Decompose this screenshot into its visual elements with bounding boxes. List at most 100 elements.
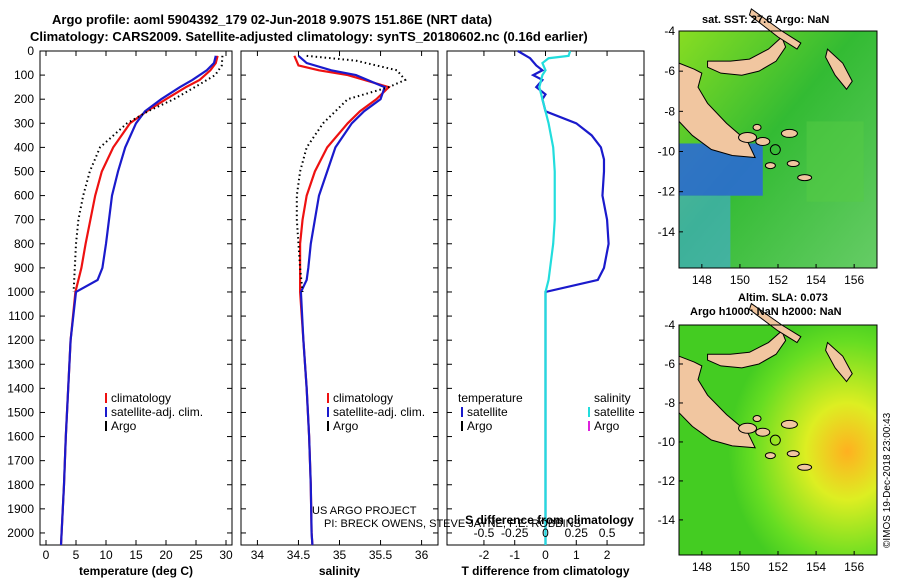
map-x-tick-label: 150 — [730, 560, 750, 574]
map-bottom-title1: Altim. SLA: 0.073 — [738, 292, 828, 304]
legend-title: temperature — [458, 391, 523, 405]
x-axis-label: temperature (deg C) — [79, 564, 193, 578]
y-tick-label: 600 — [14, 189, 34, 203]
island — [797, 174, 813, 182]
map-y-tick-label: -14 — [658, 513, 676, 527]
y-tick-label: 1700 — [7, 454, 34, 468]
plot-frame — [240, 50, 439, 546]
top-tick-label: 0 — [542, 526, 549, 540]
difference-panel: -2 -1 0 1 2 T difference from climatology temp… — [446, 50, 645, 578]
map-y-tick-label: -12 — [658, 474, 676, 488]
x-tick-label: 34 — [251, 548, 265, 562]
island — [786, 160, 800, 168]
y-tick-label: 800 — [14, 237, 34, 251]
temperature-panel: 0100200300400500600700800900100011001200… — [7, 44, 233, 578]
island — [738, 422, 758, 434]
x-tick-label: -2 — [479, 548, 490, 562]
y-tick-label: 0 — [27, 44, 34, 58]
land-bougainville — [825, 341, 853, 383]
land-new-britain — [707, 330, 787, 369]
x-axis-label: salinity — [319, 564, 361, 578]
island — [752, 123, 762, 131]
legend-label: Argo — [467, 419, 493, 433]
x-tick-label: 35.5 — [369, 548, 393, 562]
y-tick-label: 1800 — [7, 478, 34, 492]
cool-patch — [679, 195, 731, 268]
island — [755, 136, 771, 146]
map-x-tick-label: 150 — [730, 273, 750, 287]
legend-title: salinity — [594, 391, 631, 405]
y-tick-label: 1000 — [7, 285, 34, 299]
legend-label: Argo — [333, 419, 359, 433]
title-line1: Argo profile: aoml 5904392_179 02-Jun-20… — [52, 12, 493, 27]
x-tick-label: 2 — [604, 548, 611, 562]
map-x-tick-label: 152 — [768, 560, 788, 574]
credit-line1: US ARGO PROJECT — [312, 505, 417, 517]
x-tick-label: 20 — [159, 548, 173, 562]
x-tick-label: 5 — [73, 548, 80, 562]
map-y-tick-label: -14 — [658, 225, 676, 239]
sst-map: 148 150 152 154 156 -4 -6 -8 -10 -12 -14 — [658, 8, 878, 287]
x-axis-label: T difference from climatology — [461, 564, 629, 578]
island — [752, 415, 762, 423]
land-new-britain — [707, 36, 787, 76]
x-tick-label: 36 — [415, 548, 429, 562]
title-line2: Climatology: CARS2009. Satellite-adjuste… — [30, 29, 588, 44]
map-x-tick-label: 148 — [692, 560, 712, 574]
top-tick-label: -0.5 — [474, 526, 495, 540]
y-tick-label: 100 — [14, 68, 34, 82]
top-tick-label: 0.5 — [599, 526, 616, 540]
series-line — [59, 55, 219, 546]
series-line — [517, 50, 610, 545]
field-patch — [806, 121, 864, 202]
series-line — [72, 55, 224, 293]
x-tick-label: 0 — [542, 548, 549, 562]
y-tick-label: 700 — [14, 213, 34, 227]
y-tick-label: 900 — [14, 261, 34, 275]
legend-label: Argo — [594, 419, 620, 433]
y-tick-label: 1400 — [7, 381, 34, 395]
island — [764, 452, 776, 460]
map-x-tick-label: 154 — [806, 560, 826, 574]
y-tick-label: 1300 — [7, 357, 34, 371]
map-y-tick-label: -6 — [664, 357, 675, 371]
x-tick-label: 0 — [43, 548, 50, 562]
map-y-tick-label: -12 — [658, 185, 676, 199]
map-y-tick-label: -4 — [664, 318, 675, 332]
map-top-title: sat. SST: 27.6 Argo: NaN — [702, 14, 830, 26]
island — [786, 450, 800, 458]
map-x-tick-label: 152 — [768, 273, 788, 287]
series-line — [538, 50, 572, 545]
x-tick-label: 10 — [99, 548, 113, 562]
map-x-tick-label: 156 — [844, 273, 864, 287]
map-x-tick-label: 154 — [806, 273, 826, 287]
y-tick-label: 500 — [14, 164, 34, 178]
map-y-tick-label: -6 — [664, 64, 675, 78]
legend-label: satellite — [467, 405, 508, 419]
y-tick-label: 1600 — [7, 430, 34, 444]
x-tick-label: 34.5 — [287, 548, 311, 562]
map-y-tick-label: -4 — [664, 24, 675, 38]
x-tick-label: 15 — [129, 548, 143, 562]
map-y-tick-label: -8 — [664, 396, 675, 410]
series-line — [59, 55, 217, 546]
salinity-panel: 34 34.5 35 35.5 36 salinity climatologysatelli… — [240, 50, 439, 578]
y-tick-label: 200 — [14, 92, 34, 106]
top-tick-label: -0.25 — [501, 526, 529, 540]
legend-label: satellite-adj. clim. — [111, 405, 203, 419]
y-tick-label: 1900 — [7, 502, 34, 516]
top-axis-label: S difference from climatology — [465, 513, 634, 527]
island — [797, 463, 813, 471]
credit-line2: PI: BRECK OWENS, STEVE JAYNE, P.E. ROBBI… — [324, 518, 581, 530]
island — [764, 162, 776, 170]
island — [738, 131, 758, 143]
y-tick-label: 1500 — [7, 405, 34, 419]
argo-position-marker — [769, 144, 781, 156]
y-tick-label: 1100 — [8, 309, 34, 323]
side-label: ©IMOS 19-Dec-2018 23:00:43 — [882, 412, 893, 548]
island — [780, 128, 798, 138]
x-tick-label: 35 — [333, 548, 347, 562]
map-y-tick-label: -10 — [658, 435, 676, 449]
x-tick-label: -1 — [509, 548, 520, 562]
